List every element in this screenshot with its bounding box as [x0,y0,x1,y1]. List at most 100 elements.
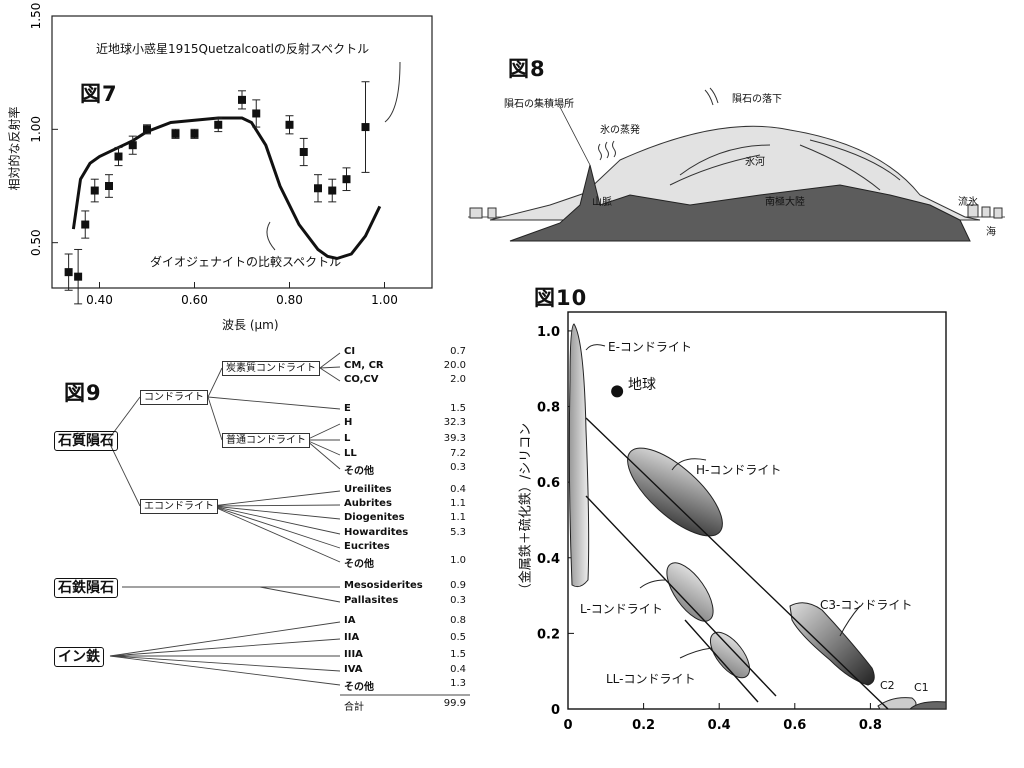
fig10-ylabel: （金属鉄＋硫化鉄）/シリコン [518,422,534,597]
fig9-leaf-value: 0.5 [450,632,466,643]
fig9-leaf-value: 39.3 [443,433,466,444]
fig9-box-carbonaceous: 炭素質コンドライト [222,361,320,376]
fig10-label: 図10 [534,286,588,310]
fig7-series-line [71,116,382,261]
fig8-ice-block [469,207,483,219]
fig9-leaf-name: IIIA [344,649,363,660]
fig10-trend-line [585,495,777,697]
fig7-annotation-arrow [384,61,401,123]
fig9-root-iron: イン鉄 [54,647,104,667]
fig9-leaf-value: 0.4 [450,664,466,675]
fig9-leaf-name: L [344,433,351,444]
fig10-y-tick-label: 0.6 [537,476,560,491]
fig9-tree-lines [107,352,470,696]
fig8-meteor-icon [704,87,719,106]
fig7-x-tick-label: 0.60 [181,293,208,307]
fig8-evaporation-icon [598,140,616,161]
fig9-box-achondrite: エコンドライト [140,499,218,514]
fig7-data-point [314,184,322,193]
fig7-panel: 0.40 0.60 0.80 1.00 0.50 1.00 1.50 図7 近地球小惑星19… [0,0,450,340]
fig9-leaf-name: CM, CR [344,360,384,371]
fig7-data-point [114,152,123,161]
fig8-sea-label: 海 [986,227,996,238]
fig9-leaf-value: 5.3 [450,527,466,538]
fig9-leaf-name: Pallasites [344,595,399,606]
fig10-x-tick-label: 0 [563,718,572,733]
fig7-x-tick-label: 0.80 [276,293,303,307]
fig9-root-stony-iron: 石鉄隕石 [54,578,118,598]
fig9-root-stony: 石質隕石 [54,431,118,451]
fig10-x-tick-label: 0.4 [708,718,731,733]
fig9-leaf-value: 32.3 [443,417,466,428]
fig9-leaf-name: その他 [344,466,374,477]
fig10-y-tick-label: 1.0 [537,325,560,340]
fig8-collection-label: 隕石の集積場所 [504,99,574,110]
fig9-box-chondrite: コンドライト [140,390,208,405]
fig10-x-tick-label: 0.2 [632,718,655,733]
fig7-label: 図7 [80,82,118,106]
fig8-flow-arrow [809,139,901,181]
fig9-leaf-value: 1.1 [450,512,466,523]
fig10-region-l-chondrite [666,562,714,622]
fig7-data-point [252,109,261,118]
fig10-label-e: E-コンドライト [608,340,692,354]
fig10-x-tick-label: 0.8 [859,718,882,733]
fig10-y-tick-label: 0.8 [537,401,560,416]
fig8-mountains-label: 山脈 [592,197,612,208]
fig9-leaf-name: Mesosiderites [344,580,423,591]
fig7-x-tick-label: 0.40 [86,293,113,307]
fig10-earth-label: 地球 [628,377,656,393]
fig9-leaf-name: Eucrites [344,541,390,552]
fig10-chart: 0 0.2 0.4 0.6 0.8 0 0.2 0.4 0.6 0.8 1.0 [537,311,947,733]
fig7-data-point [190,129,199,138]
fig7-data-point [81,220,90,229]
fig7-xlabel: 波長 (µm) [222,318,279,332]
fig7-chart: 0.40 0.60 0.80 1.00 0.50 1.00 1.50 [29,3,433,307]
fig10-earth-point [611,385,624,398]
fig7-data-point [74,272,83,281]
fig7-data-point [64,268,73,277]
fig7-data-point [299,148,308,156]
fig10-region-h-chondrite [627,447,723,537]
fig9-leaf-name: Howardites [344,527,409,538]
fig9-leaf-name: CI [344,346,356,357]
fig9-leaf-name: その他 [344,682,374,693]
fig7-data-point [105,182,113,190]
fig10-region-ll-chondrite [709,631,751,679]
fig9-label: 図9 [64,381,102,405]
fig8-flow-arrow [679,144,771,176]
fig7-annotation-top: 近地球小惑星1915Quetzalcoatlの反射スペクトル [96,42,370,56]
fig10-y-tick-label: 0.2 [537,627,560,642]
fig7-annotation-arrow [266,221,276,251]
fig7-data-point [328,186,337,195]
fig9-leaf-name: Ureilites [344,484,392,495]
fig9-leaf-name: Diogenites [344,512,405,523]
fig10-label-c2: C2 [880,679,895,692]
fig8-land [509,164,971,242]
fig7-data-point [342,175,351,184]
fig10-plot-frame [567,311,947,710]
fig7-data-point [171,129,180,138]
fig9-leaf-value: 1.5 [450,649,466,660]
fig7-data-point [143,125,151,134]
fig9-leaf-value: 1.1 [450,498,466,509]
fig7-y-tick-label: 1.50 [29,3,43,30]
fig9-leaf-name: IIA [344,632,360,643]
fig9-leaf-value: 1.5 [450,403,466,414]
fig10-trend-line [684,619,759,703]
fig9-leaf-name: LL [344,448,357,459]
fig10-leader [671,458,707,471]
fig8-glacier-label: 氷河 [745,157,765,168]
fig9-leaf-value: 7.2 [450,448,466,459]
fig8-ice-block [967,204,979,218]
fig9-leaf-name: Aubrites [344,498,392,509]
fig8-ice-block [981,206,991,218]
fig7-y-tick-label: 0.50 [29,229,43,256]
fig10-region-c3-chondrite [789,602,875,686]
fig9-leaf-value: 0.4 [450,484,466,495]
fig9-leaf-value: 0.3 [450,462,466,473]
fig9-leaf-value: 0.3 [450,595,466,606]
fig9-leaf-name: E [344,403,351,414]
fig9-panel: 図9 [0,340,480,720]
fig8-drift-ice-label: 流氷 [958,197,978,208]
